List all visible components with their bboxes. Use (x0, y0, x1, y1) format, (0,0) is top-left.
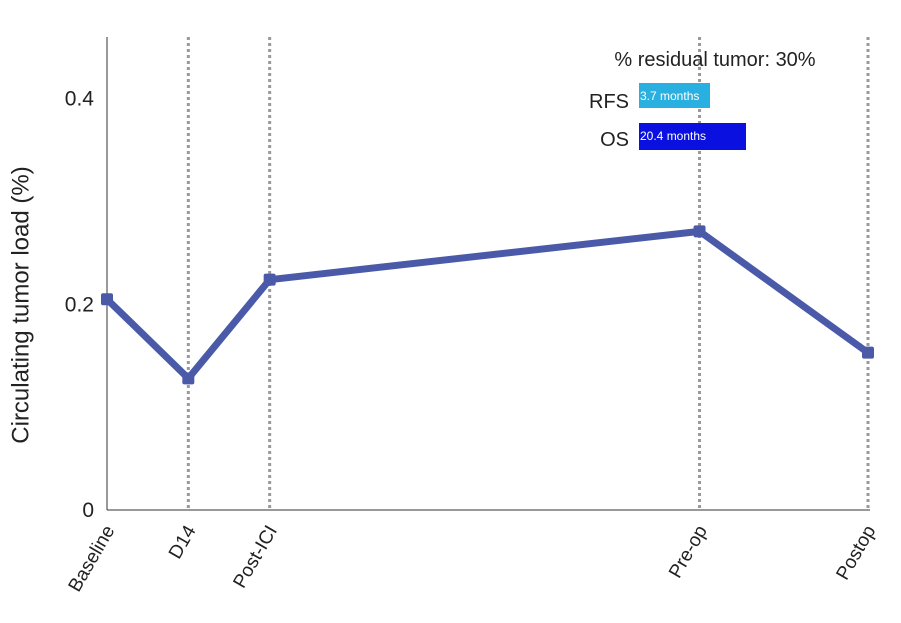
data-point-post-ici (263, 273, 276, 286)
data-point-pre-op (693, 225, 706, 238)
x-tick-label: Baseline (65, 522, 120, 596)
data-point-baseline (101, 293, 113, 306)
y-tick-label: 0.2 (65, 293, 94, 316)
x-tick-label: Pre-op (665, 522, 712, 582)
y-tick-label: 0.4 (65, 88, 95, 111)
axes (106, 37, 870, 511)
data-line (103, 227, 872, 382)
x-tick-label: Postop (833, 522, 881, 584)
x-tick-label: D14 (165, 522, 201, 563)
y-axis-title: Circulating tumor load (%) (7, 166, 34, 443)
y-tick-label: 0 (82, 499, 94, 522)
y-ticks: 0 0.2 0.4 (65, 88, 95, 522)
residual-tumor-label: % residual tumor: 30% (614, 49, 815, 71)
os-bar (639, 123, 746, 150)
data-point-postop (862, 346, 874, 359)
data-point-d14 (182, 372, 195, 385)
series-line (101, 225, 874, 385)
os-bar-value: 20.4 months (640, 129, 706, 143)
os-label: OS (600, 129, 629, 151)
rfs-bar (639, 83, 710, 108)
rfs-bar-value: 3.7 months (640, 89, 699, 103)
rfs-label: RFS (589, 91, 629, 113)
x-tick-label: Post-ICI (229, 522, 281, 592)
annotations: % residual tumor: 30% RFS 3.7 months OS … (589, 49, 816, 151)
x-ticks: Baseline D14 Post-ICI Pre-op Postop (65, 522, 881, 596)
